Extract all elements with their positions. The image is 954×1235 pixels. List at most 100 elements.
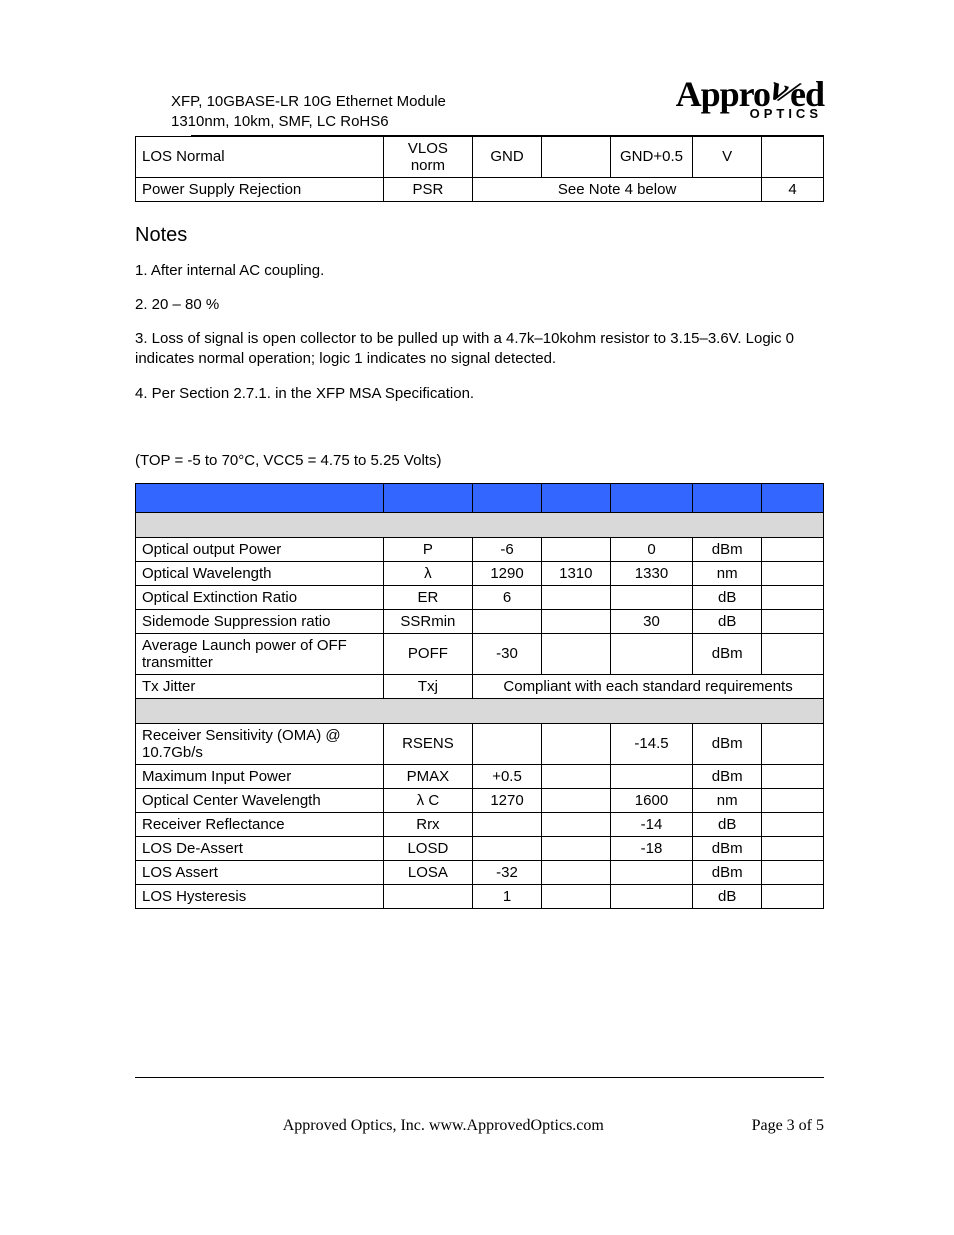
- param-cell: Tx Jitter: [136, 674, 384, 698]
- note-cell: [762, 884, 824, 908]
- min-cell: 1: [473, 884, 542, 908]
- typ-cell: [541, 860, 610, 884]
- footer-page: Page 3 of 5: [752, 1117, 824, 1135]
- logo: Approv⁄ed OPTICS: [676, 78, 824, 120]
- param-cell: Optical Center Wavelength: [136, 788, 384, 812]
- min-cell: -6: [473, 537, 542, 561]
- typ-cell: [541, 537, 610, 561]
- param-cell: LOS De-Assert: [136, 836, 384, 860]
- note-1: 1. After internal AC coupling.: [135, 261, 824, 281]
- table-row: LOS Normal VLOS norm GND GND+0.5 V: [136, 136, 824, 177]
- header-line2: 1310nm, 10km, SMF, LC RoHS6: [171, 112, 446, 132]
- unit-cell: V: [693, 136, 762, 177]
- unit-cell: dBm: [693, 537, 762, 561]
- note-4: 4. Per Section 2.7.1. in the XFP MSA Spe…: [135, 384, 824, 404]
- header-row: [136, 483, 824, 512]
- note-cell: [762, 633, 824, 674]
- unit-cell: dB: [693, 585, 762, 609]
- unit-cell: dB: [693, 884, 762, 908]
- table-row: Maximum Input Power PMAX +0.5 dBm: [136, 764, 824, 788]
- footer: Approved Optics, Inc. www.ApprovedOptics…: [135, 1117, 824, 1135]
- param-cell: LOS Assert: [136, 860, 384, 884]
- typ-cell: [541, 884, 610, 908]
- footer-center: Approved Optics, Inc. www.ApprovedOptics…: [135, 1117, 752, 1135]
- unit-cell: dBm: [693, 860, 762, 884]
- note-cell: [762, 136, 824, 177]
- table-row: Optical Extinction Ratio ER 6 dB: [136, 585, 824, 609]
- max-cell: 1330: [610, 561, 693, 585]
- note-cell: [762, 537, 824, 561]
- min-cell: 6: [473, 585, 542, 609]
- section-row-rx: [136, 698, 824, 723]
- note-cell: [762, 609, 824, 633]
- min-cell: [473, 609, 542, 633]
- typ-cell: [541, 788, 610, 812]
- max-cell: [610, 633, 693, 674]
- param-cell: Average Launch power of OFF transmitter: [136, 633, 384, 674]
- max-cell: -14: [610, 812, 693, 836]
- note-cell: [762, 788, 824, 812]
- section-row-tx: [136, 512, 824, 537]
- blank-cell: [541, 483, 610, 512]
- symbol-cell: SSRmin: [383, 609, 472, 633]
- typ-cell: [541, 136, 610, 177]
- symbol-cell: POFF: [383, 633, 472, 674]
- table-row: Power Supply Rejection PSR See Note 4 be…: [136, 177, 824, 201]
- min-cell: [473, 812, 542, 836]
- symbol-cell: LOSD: [383, 836, 472, 860]
- max-cell: [610, 585, 693, 609]
- header: XFP, 10GBASE-LR 10G Ethernet Module 1310…: [135, 78, 824, 133]
- table-row: Receiver Sensitivity (OMA) @ 10.7Gb/s RS…: [136, 723, 824, 764]
- page: XFP, 10GBASE-LR 10G Ethernet Module 1310…: [0, 0, 954, 1235]
- note-cell: [762, 860, 824, 884]
- unit-cell: dB: [693, 609, 762, 633]
- table-electrical-tail: LOS Normal VLOS norm GND GND+0.5 V Power…: [135, 136, 824, 202]
- symbol-cell: LOSA: [383, 860, 472, 884]
- min-cell: [473, 836, 542, 860]
- blank-cell: [610, 483, 693, 512]
- param-cell: Power Supply Rejection: [136, 177, 384, 201]
- table-row: Optical Wavelength λ 1290 1310 1330 nm: [136, 561, 824, 585]
- max-cell: -18: [610, 836, 693, 860]
- unit-cell: nm: [693, 561, 762, 585]
- unit-cell: dBm: [693, 633, 762, 674]
- max-cell: GND+0.5: [610, 136, 693, 177]
- table-row: Average Launch power of OFF transmitter …: [136, 633, 824, 674]
- symbol-cell: PMAX: [383, 764, 472, 788]
- table-row: Optical Center Wavelength λ C 1270 1600 …: [136, 788, 824, 812]
- note-cell: [762, 561, 824, 585]
- param-cell: Optical output Power: [136, 537, 384, 561]
- typ-cell: [541, 609, 610, 633]
- max-cell: [610, 764, 693, 788]
- table-row: Optical output Power P -6 0 dBm: [136, 537, 824, 561]
- max-cell: -14.5: [610, 723, 693, 764]
- max-cell: 0: [610, 537, 693, 561]
- symbol-cell: λ: [383, 561, 472, 585]
- typ-cell: [541, 633, 610, 674]
- section-cell: [136, 512, 824, 537]
- param-cell: Optical Extinction Ratio: [136, 585, 384, 609]
- note-cell: [762, 723, 824, 764]
- min-cell: -32: [473, 860, 542, 884]
- note-3: 3. Loss of signal is open collector to b…: [135, 329, 824, 370]
- typ-cell: [541, 836, 610, 860]
- unit-cell: dBm: [693, 723, 762, 764]
- unit-cell: dBm: [693, 836, 762, 860]
- max-cell: [610, 884, 693, 908]
- typ-cell: [541, 723, 610, 764]
- min-cell: 1290: [473, 561, 542, 585]
- blank-cell: [473, 483, 542, 512]
- param-cell: Optical Wavelength: [136, 561, 384, 585]
- table-row: Receiver Reflectance Rrx -14 dB: [136, 812, 824, 836]
- symbol-cell: RSENS: [383, 723, 472, 764]
- notes-title: Notes: [135, 224, 824, 247]
- max-cell: 30: [610, 609, 693, 633]
- note-cell: 4: [762, 177, 824, 201]
- symbol-cell: Rrx: [383, 812, 472, 836]
- note-cell: [762, 836, 824, 860]
- typ-cell: [541, 585, 610, 609]
- unit-cell: nm: [693, 788, 762, 812]
- min-cell: GND: [473, 136, 542, 177]
- typ-cell: [541, 764, 610, 788]
- note-cell: [762, 585, 824, 609]
